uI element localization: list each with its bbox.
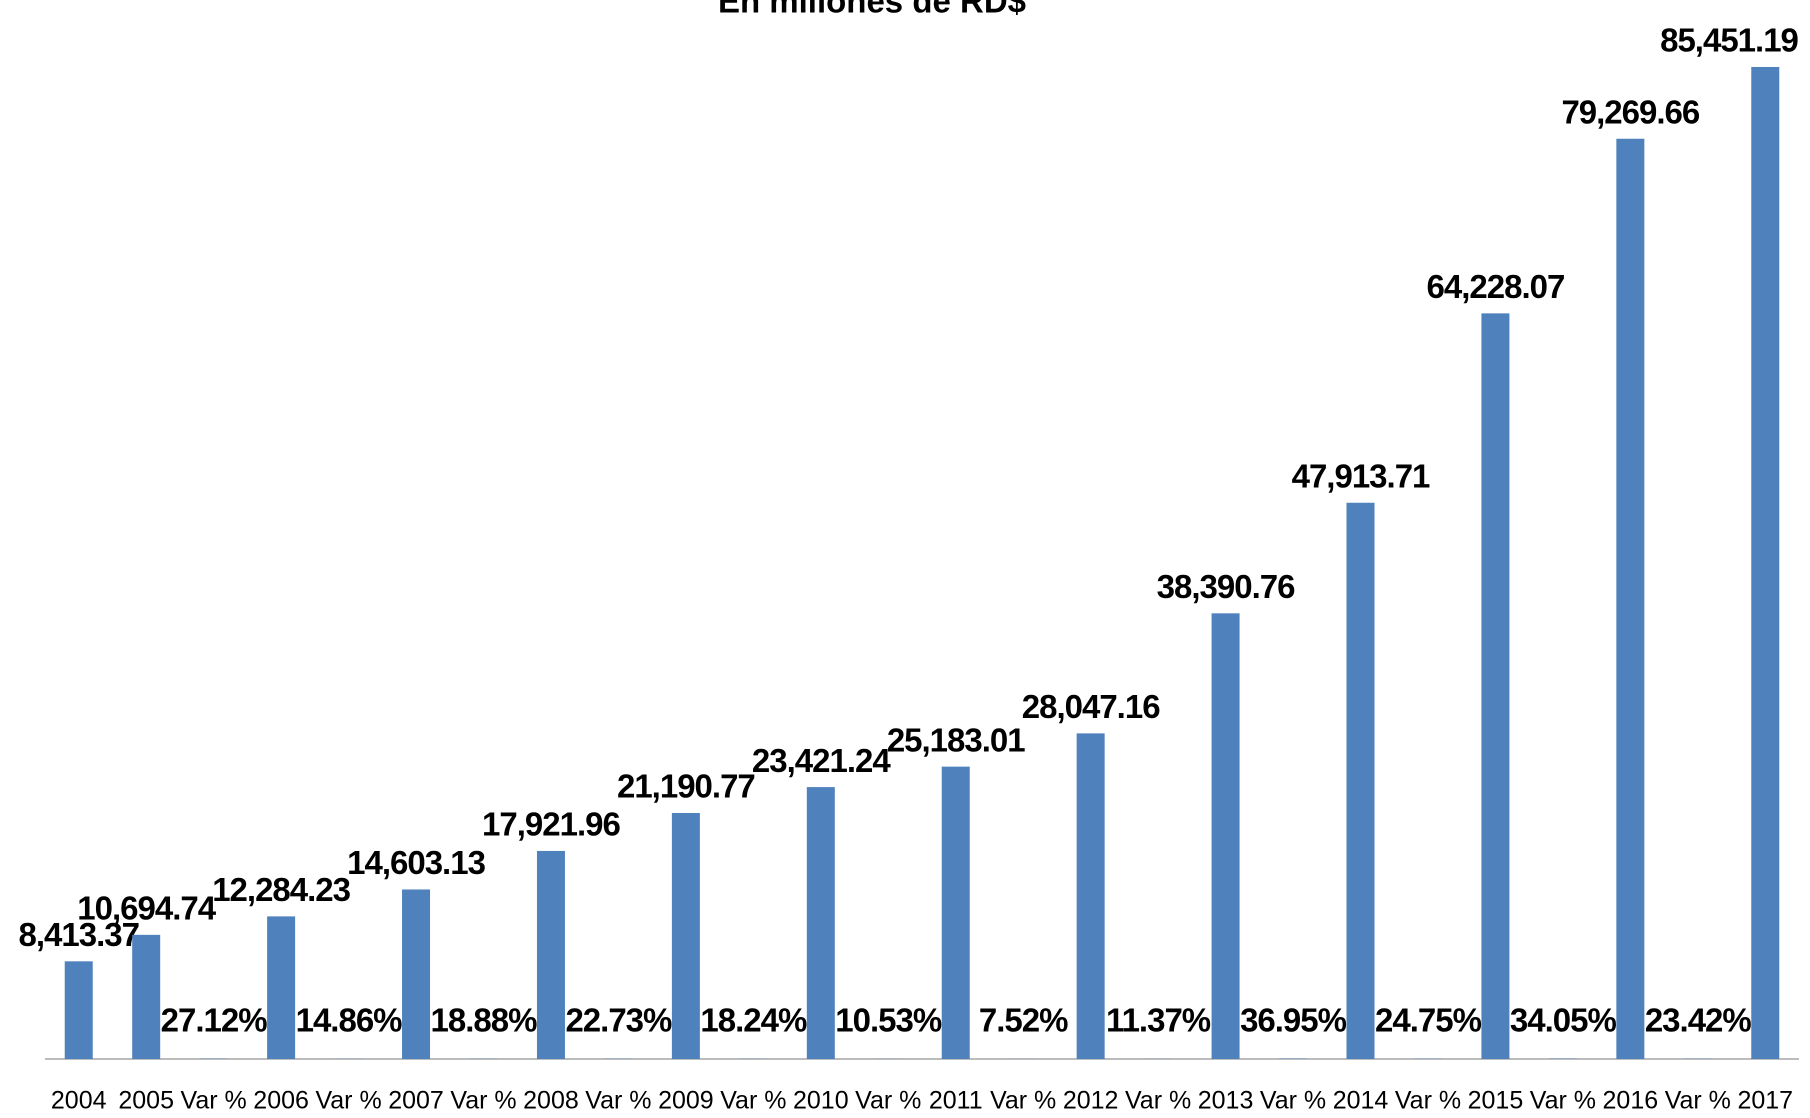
x-tick-label: Var % bbox=[1260, 1087, 1326, 1115]
x-tick-label: 2011 bbox=[929, 1087, 983, 1115]
data-label: 85,451.19 bbox=[1660, 22, 1798, 59]
x-tick-label: 2009 bbox=[658, 1087, 714, 1115]
data-label: 25,183.01 bbox=[887, 721, 1025, 758]
x-tick-label: 2012 bbox=[1063, 1087, 1119, 1115]
pct-label: 18.24% bbox=[700, 1002, 807, 1039]
pct-label: 24.75% bbox=[1375, 1002, 1482, 1039]
bar bbox=[536, 850, 565, 1059]
x-tick-label: 2016 bbox=[1603, 1087, 1659, 1115]
x-tick-label: Var % bbox=[1125, 1087, 1191, 1115]
pct-label: 18.88% bbox=[431, 1002, 538, 1039]
data-label: 47,913.71 bbox=[1292, 457, 1430, 494]
pct-label: 22.73% bbox=[565, 1002, 672, 1039]
bar bbox=[806, 787, 835, 1059]
bar bbox=[1751, 66, 1780, 1060]
x-tick-label: 2008 bbox=[523, 1087, 579, 1115]
x-tick-label: 2004 bbox=[51, 1087, 107, 1115]
pct-label: 11.37% bbox=[1106, 1002, 1211, 1039]
bar bbox=[1211, 613, 1240, 1059]
data-label: 10,694.74 bbox=[77, 890, 216, 927]
x-tick-label: Var % bbox=[315, 1087, 381, 1115]
pct-label: 36.95% bbox=[1240, 1002, 1347, 1039]
x-tick-label: 2005 bbox=[118, 1087, 174, 1115]
bar bbox=[941, 766, 970, 1059]
x-tick-label: Var % bbox=[720, 1087, 786, 1115]
x-tick-label: 2015 bbox=[1468, 1087, 1524, 1115]
x-tick-label: Var % bbox=[990, 1087, 1056, 1115]
pct-label: 10.53% bbox=[835, 1002, 942, 1039]
bar bbox=[64, 961, 93, 1059]
x-tick-label: 2006 bbox=[253, 1087, 309, 1115]
data-label: 21,190.77 bbox=[617, 768, 755, 805]
pct-label: 34.05% bbox=[1510, 1002, 1617, 1039]
bar bbox=[132, 934, 161, 1059]
chart-title: En millones de RD$ bbox=[718, 0, 1026, 20]
bar bbox=[267, 916, 296, 1059]
data-label: 12,284.23 bbox=[212, 871, 350, 908]
x-tick-label: Var % bbox=[1665, 1087, 1731, 1115]
x-tick-label: 2017 bbox=[1737, 1087, 1793, 1115]
x-tick-label: Var % bbox=[585, 1087, 651, 1115]
data-label: 23,421.24 bbox=[752, 742, 891, 779]
x-tick-label: Var % bbox=[181, 1087, 247, 1115]
x-tick-label: 2007 bbox=[388, 1087, 444, 1115]
bar bbox=[671, 812, 700, 1059]
pct-label: 7.52% bbox=[979, 1002, 1068, 1039]
data-label: 14,603.13 bbox=[347, 844, 485, 881]
pct-label: 14.86% bbox=[296, 1002, 403, 1039]
pct-label: 27.12% bbox=[161, 1002, 268, 1039]
x-tick-label: Var % bbox=[450, 1087, 516, 1115]
bar bbox=[1481, 313, 1510, 1059]
x-tick-label: 2010 bbox=[793, 1087, 849, 1115]
bar bbox=[1346, 502, 1375, 1059]
data-label: 38,390.76 bbox=[1157, 568, 1295, 605]
data-label: 64,228.07 bbox=[1427, 268, 1565, 305]
data-label: 79,269.66 bbox=[1561, 93, 1699, 130]
x-tick-label: 2013 bbox=[1198, 1087, 1254, 1115]
x-tick-label: Var % bbox=[855, 1087, 921, 1115]
x-tick-label: 2014 bbox=[1333, 1087, 1389, 1115]
data-label: 8,413.37 bbox=[18, 916, 138, 953]
bar bbox=[1076, 733, 1105, 1059]
pct-label: 23.42% bbox=[1645, 1002, 1752, 1039]
x-tick-label: Var % bbox=[1530, 1087, 1596, 1115]
bar bbox=[402, 889, 431, 1059]
data-label: 17,921.96 bbox=[482, 806, 620, 843]
bar bbox=[1616, 138, 1645, 1059]
data-label: 28,047.16 bbox=[1022, 688, 1160, 725]
x-tick-label: Var % bbox=[1395, 1087, 1461, 1115]
